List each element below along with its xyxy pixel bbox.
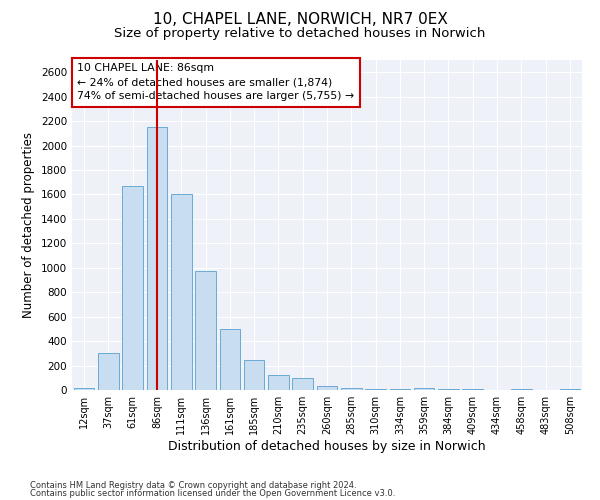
Text: Size of property relative to detached houses in Norwich: Size of property relative to detached ho… [115, 28, 485, 40]
Text: 10 CHAPEL LANE: 86sqm
← 24% of detached houses are smaller (1,874)
74% of semi-d: 10 CHAPEL LANE: 86sqm ← 24% of detached … [77, 64, 354, 102]
Bar [98, 354, 119, 390]
Bar [365, 389, 386, 390]
Bar [317, 386, 337, 390]
Bar [122, 186, 143, 390]
Bar [414, 388, 434, 390]
Y-axis label: Number of detached properties: Number of detached properties [22, 132, 35, 318]
Bar [171, 194, 191, 390]
Bar [341, 388, 362, 390]
Text: Contains HM Land Registry data © Crown copyright and database right 2024.: Contains HM Land Registry data © Crown c… [30, 480, 356, 490]
X-axis label: Distribution of detached houses by size in Norwich: Distribution of detached houses by size … [168, 440, 486, 453]
Text: Contains public sector information licensed under the Open Government Licence v3: Contains public sector information licen… [30, 489, 395, 498]
Text: 10, CHAPEL LANE, NORWICH, NR7 0EX: 10, CHAPEL LANE, NORWICH, NR7 0EX [152, 12, 448, 28]
Bar [268, 376, 289, 390]
Bar [292, 378, 313, 390]
Bar [74, 388, 94, 390]
Bar [146, 127, 167, 390]
Bar [244, 360, 265, 390]
Bar [220, 329, 240, 390]
Bar [195, 271, 216, 390]
